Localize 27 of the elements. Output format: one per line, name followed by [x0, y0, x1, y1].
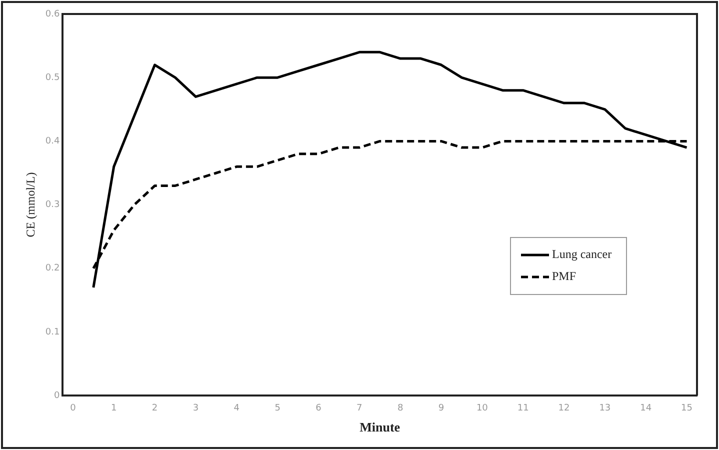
y-tick-label: 0.5 [45, 72, 60, 83]
x-tick-label: 1 [111, 403, 117, 414]
x-tick-label: 11 [517, 403, 529, 414]
x-tick-label: 8 [397, 403, 404, 414]
legend-label: PMF [552, 269, 576, 284]
x-tick-label: 7 [356, 403, 362, 414]
x-tick-label: 4 [234, 403, 240, 414]
x-tick-label: 2 [152, 403, 158, 414]
x-tick-label: 12 [558, 403, 570, 414]
y-tick-label: 0.6 [45, 9, 60, 20]
y-tick-label: 0.4 [45, 136, 60, 147]
x-tick-label: 5 [274, 403, 280, 414]
legend-label: Lung cancer [552, 247, 612, 262]
y-tick-label: 0.3 [45, 200, 60, 210]
x-axis-title: Minute [360, 420, 400, 435]
x-tick-label: 6 [316, 403, 322, 414]
y-axis-title: CE (mmol/L) [23, 172, 38, 238]
x-tick-label: 14 [640, 403, 652, 414]
x-tick-label: 10 [476, 403, 488, 414]
y-tick-label: 0 [54, 390, 60, 401]
y-tick-label: 0.2 [45, 264, 60, 274]
x-tick-label: 15 [681, 403, 692, 414]
x-tick-label: 13 [599, 403, 611, 414]
x-tick-label: 3 [192, 403, 199, 414]
x-tick-label: 9 [438, 403, 444, 414]
x-tick-label: 0 [70, 403, 76, 414]
y-tick-label: 0.1 [45, 327, 60, 338]
